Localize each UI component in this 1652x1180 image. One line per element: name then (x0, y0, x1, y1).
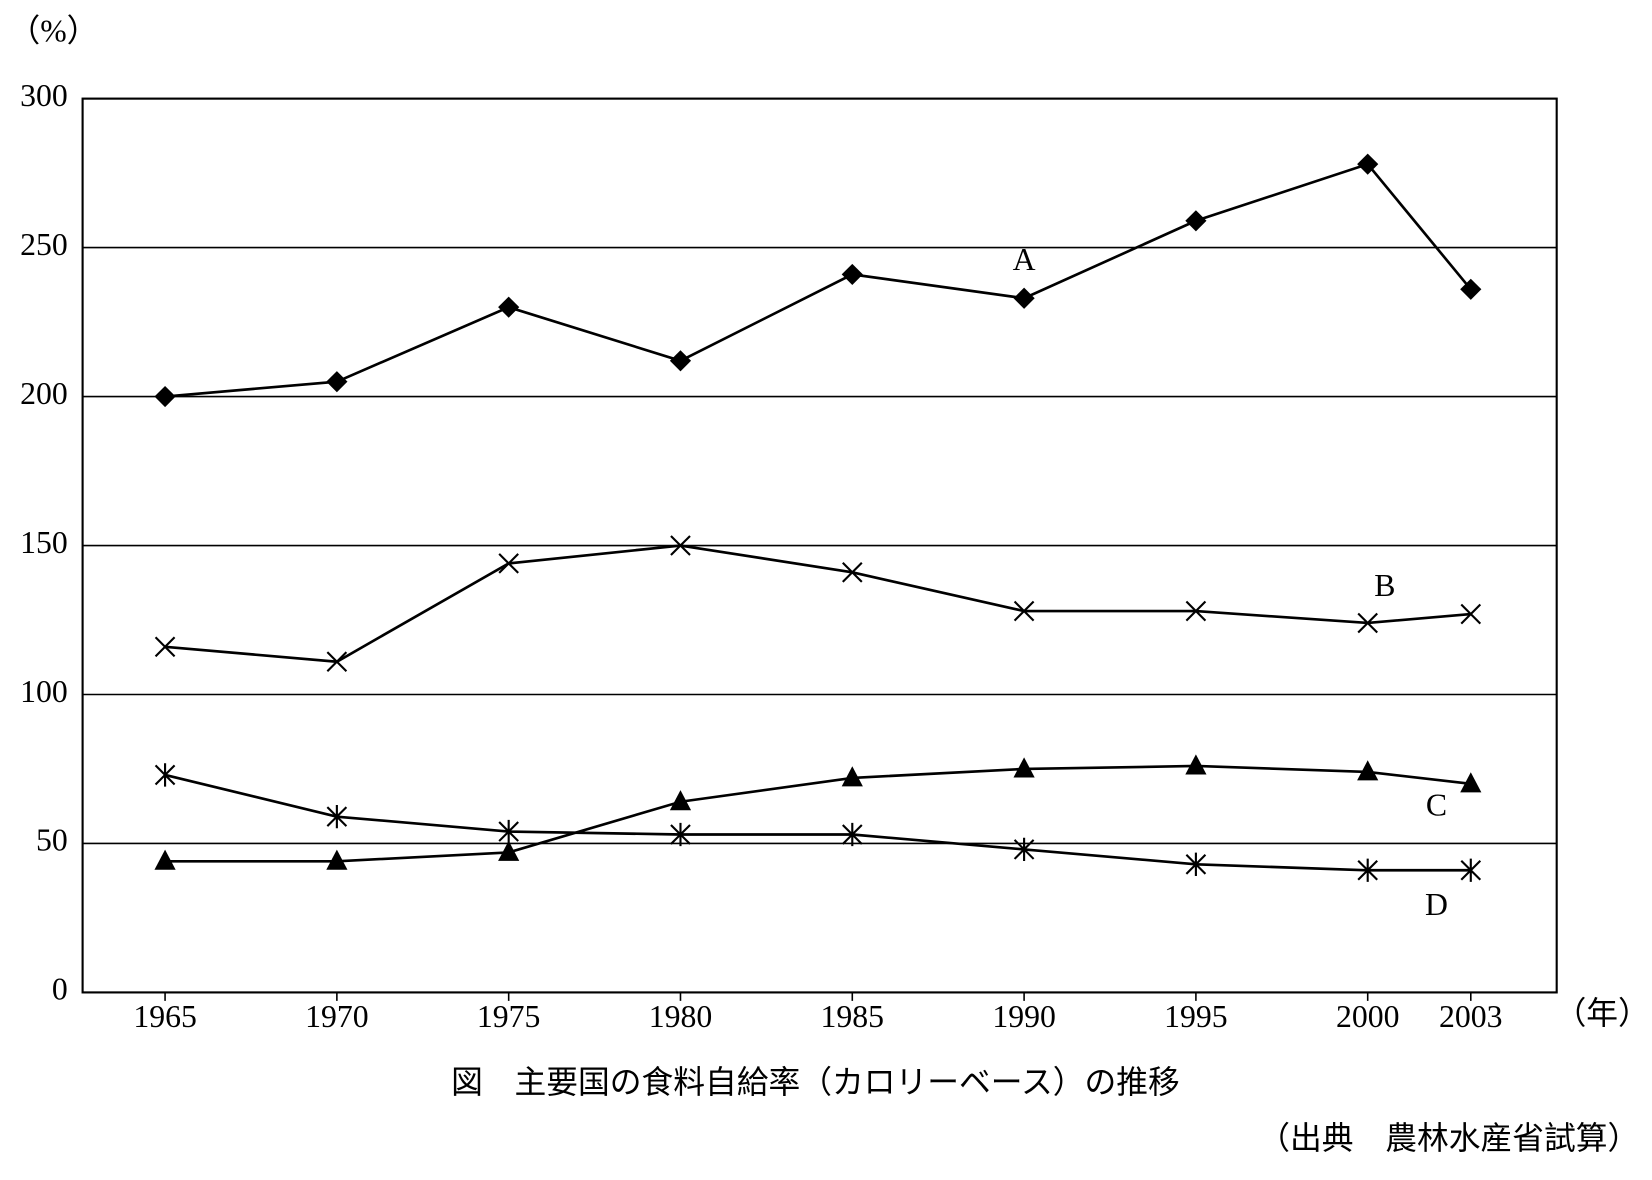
series-line (164, 773, 1471, 872)
data-point (842, 822, 863, 847)
data-point (669, 350, 692, 372)
data-point (1013, 600, 1035, 622)
x-tick-label: 1970 (305, 999, 369, 1034)
data-point (669, 790, 692, 811)
x-tick-label: 1990 (992, 999, 1056, 1034)
x-tick-label: 2003 (1439, 999, 1502, 1034)
data-point (1460, 858, 1482, 882)
data-point (1185, 600, 1207, 622)
data-point (1185, 210, 1207, 232)
data-point (154, 849, 176, 870)
data-point (1013, 837, 1035, 862)
series-label: C (1426, 787, 1447, 822)
data-point (841, 766, 863, 787)
y-tick-label: 150 (20, 525, 68, 560)
series-label: A (1013, 242, 1036, 277)
x-tick-label: 1985 (821, 999, 885, 1034)
series-line (165, 764, 1471, 863)
data-point (498, 296, 520, 318)
chart-title: 図 主要国の食料自給率（カロリーベース）の推移 (451, 1065, 1180, 1100)
series-label: B (1374, 568, 1395, 603)
data-point (1013, 287, 1035, 309)
x-axis-label: （年） (1555, 996, 1650, 1031)
y-tick-label: 50 (36, 823, 68, 858)
series-label: D (1425, 887, 1448, 922)
data-point (670, 822, 691, 847)
y-tick-label: 100 (20, 674, 68, 709)
data-point (1185, 852, 1207, 876)
y-axis-label: （%） (8, 13, 98, 48)
data-point (1013, 757, 1035, 778)
data-point (326, 651, 348, 672)
data-point (670, 535, 691, 556)
data-point (1357, 760, 1379, 781)
data-point (154, 636, 176, 658)
series-line (164, 162, 1472, 398)
data-point (1357, 612, 1378, 634)
data-point (1357, 858, 1378, 882)
x-tick-label: 1965 (133, 999, 196, 1034)
data-point (154, 763, 176, 787)
y-tick-label: 300 (20, 78, 68, 113)
data-point (841, 263, 863, 286)
data-point (326, 849, 348, 870)
x-tick-label: 1975 (477, 999, 541, 1034)
series-line (164, 544, 1471, 664)
data-point (1185, 754, 1207, 775)
data-point (1357, 153, 1379, 175)
data-point (326, 371, 348, 393)
source-note: （出典 農林水産省試算） (1258, 1121, 1639, 1156)
x-tick-label: 2000 (1336, 999, 1399, 1034)
data-point (154, 385, 176, 408)
data-point (498, 553, 519, 574)
data-point (326, 804, 348, 829)
data-point (1460, 772, 1482, 793)
data-point (498, 840, 520, 861)
data-point (1460, 603, 1482, 625)
data-point (498, 819, 519, 844)
x-tick-label: 1980 (649, 999, 713, 1034)
y-tick-label: 0 (52, 972, 68, 1007)
y-tick-label: 200 (20, 376, 68, 411)
data-point (842, 562, 863, 583)
x-tick-label: 1995 (1164, 999, 1227, 1034)
y-tick-label: 250 (20, 227, 68, 262)
